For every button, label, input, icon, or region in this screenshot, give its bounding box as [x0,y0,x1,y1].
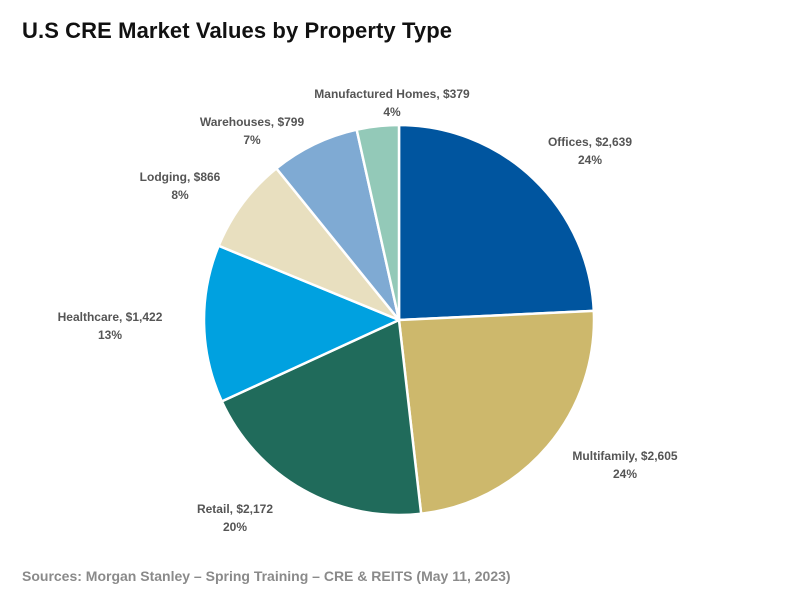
slice-percent-warehouses: 7% [243,133,261,147]
slice-percent-multifamily: 24% [613,467,637,481]
slice-label-warehouses: Warehouses, $799 [200,115,305,129]
slice-percent-healthcare: 13% [98,328,122,342]
source-note: Sources: Morgan Stanley – Spring Trainin… [22,568,511,584]
pie-slice-retail [220,318,423,517]
pie-slice-healthcare [202,244,401,403]
pie-slice-lodging [217,167,401,322]
slice-label-manufactured-homes: Manufactured Homes, $379 [314,87,470,101]
chart-title: U.S CRE Market Values by Property Type [22,18,453,43]
pie-slice-offices [397,123,596,322]
pie-slice-multifamily [397,309,596,515]
slice-percent-retail: 20% [223,520,247,534]
slice-label-multifamily: Multifamily, $2,605 [572,449,677,463]
slice-label-offices: Offices, $2,639 [548,135,632,149]
slice-label-retail: Retail, $2,172 [197,502,273,516]
slice-percent-lodging: 8% [171,188,189,202]
slice-percent-manufactured-homes: 4% [383,105,401,119]
slice-label-healthcare: Healthcare, $1,422 [58,310,163,324]
slice-percent-offices: 24% [578,153,602,167]
pie-slice-manufactured-homes [355,123,401,322]
slice-label-lodging: Lodging, $866 [140,170,221,184]
